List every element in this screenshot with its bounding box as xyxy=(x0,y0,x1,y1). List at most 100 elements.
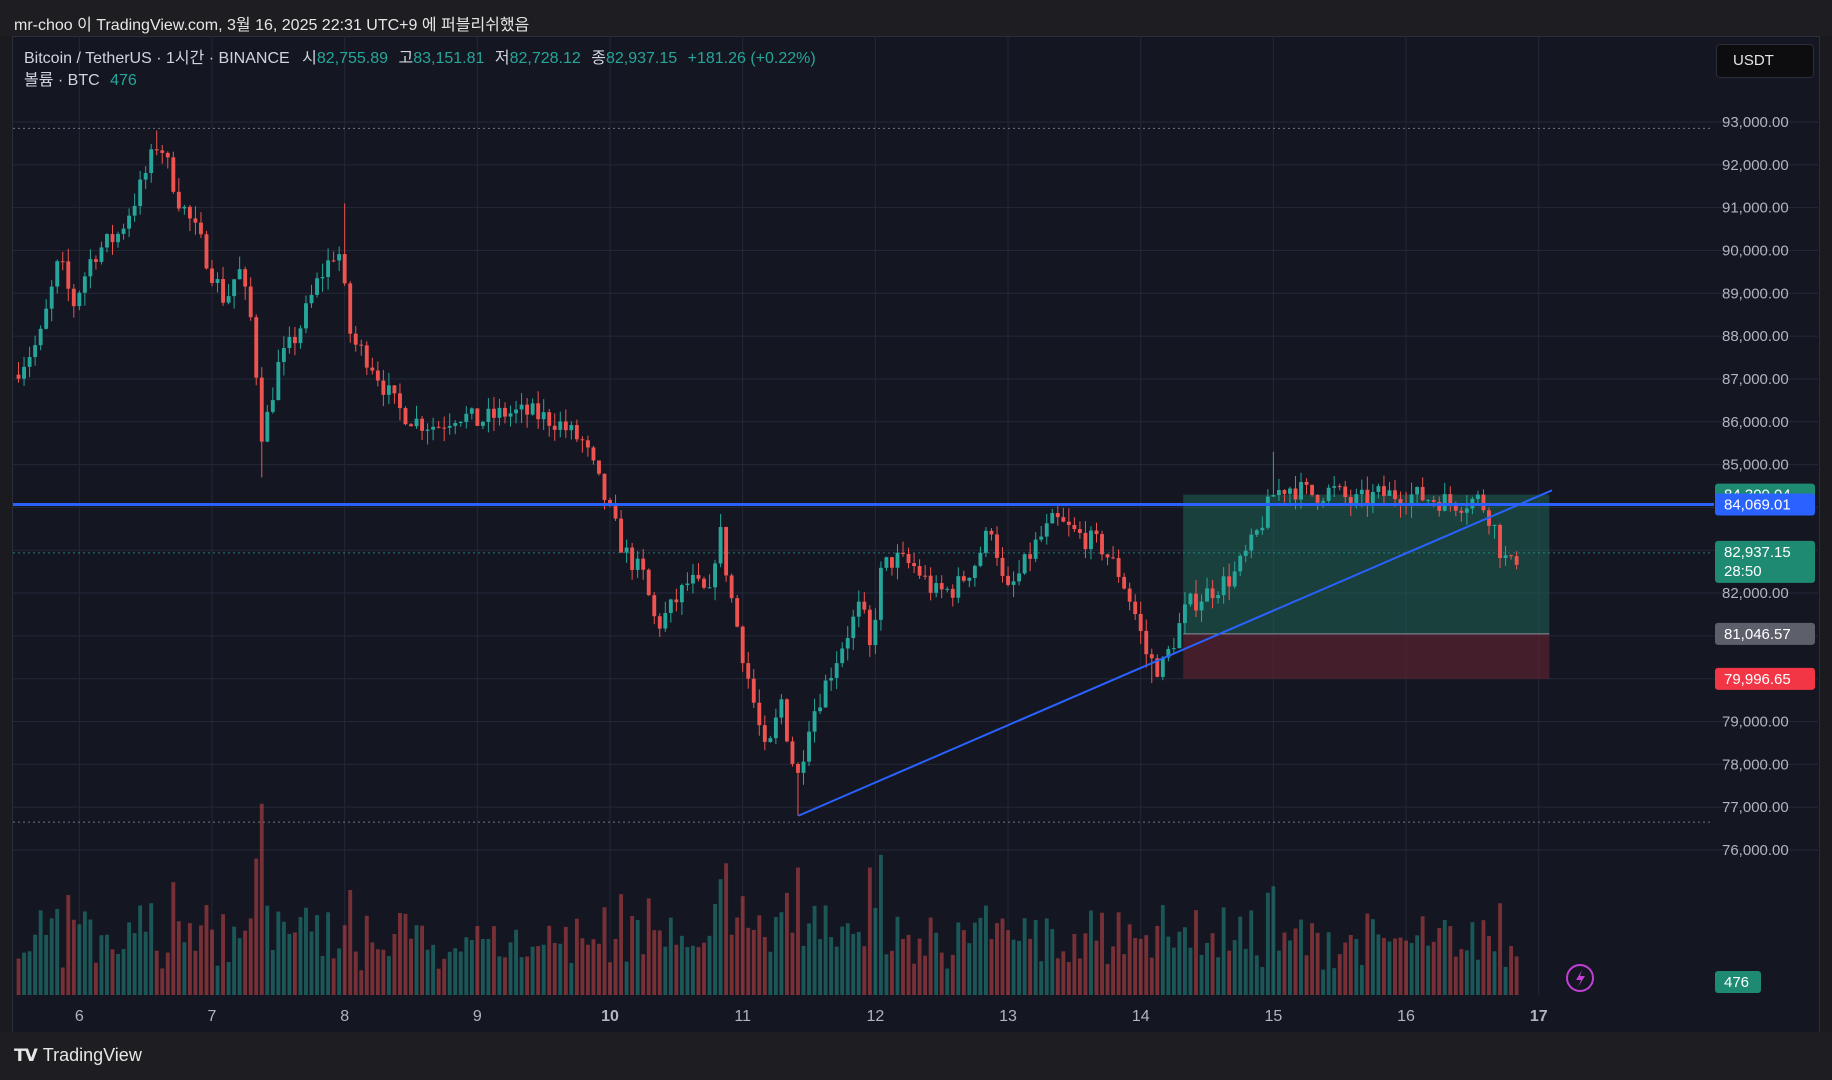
volume-bar xyxy=(630,916,635,995)
symbol-legend: Bitcoin / TetherUS · 1시간 · BINANCE 시82,7… xyxy=(24,48,816,92)
candle-body xyxy=(895,552,900,568)
candle-body xyxy=(475,408,480,426)
symbol-label[interactable]: Bitcoin / TetherUS · 1시간 · BINANCE xyxy=(24,50,290,67)
volume-bar xyxy=(370,942,375,995)
candle-body xyxy=(707,587,712,589)
candle-body xyxy=(807,731,811,762)
countdown-label: 28:50 xyxy=(1724,563,1762,580)
volume-bar xyxy=(983,905,988,995)
volume-bar xyxy=(613,938,618,995)
volume-bar xyxy=(1393,938,1397,995)
volume-bar xyxy=(812,905,817,995)
volume-bar xyxy=(1133,937,1138,995)
high-label: 고 xyxy=(398,50,414,67)
candle-body xyxy=(215,279,220,283)
volume-bar xyxy=(1122,954,1127,995)
candle-body xyxy=(552,425,557,430)
candle-body xyxy=(751,678,756,703)
candle-body xyxy=(591,447,596,461)
candle-body xyxy=(1066,521,1071,525)
volume-bar xyxy=(674,944,679,995)
volume-bar xyxy=(1321,969,1326,995)
volume-bar xyxy=(1072,933,1077,995)
candle-body xyxy=(1420,487,1425,501)
candle-body xyxy=(1276,490,1281,496)
volume-bar xyxy=(878,854,883,995)
volume-bar xyxy=(55,908,60,995)
candle-body xyxy=(890,557,894,568)
volume-bar xyxy=(414,925,419,995)
y-axis-tick-label: 87,000.00 xyxy=(1722,371,1789,388)
high-value: 83,151.81 xyxy=(413,50,485,67)
volume-bar xyxy=(237,938,242,995)
volume-bar xyxy=(1039,961,1044,995)
candle-body xyxy=(713,563,717,588)
volume-bar xyxy=(121,949,126,995)
volume-bar xyxy=(867,867,872,995)
candle-body xyxy=(696,574,701,579)
volume-bar xyxy=(1492,951,1497,995)
volume-bar xyxy=(1221,907,1226,995)
candle-body xyxy=(1393,490,1397,500)
volume-bar xyxy=(375,949,380,995)
volume-bar xyxy=(1265,892,1270,995)
volume-bar xyxy=(204,904,209,995)
x-axis-tick-label: 16 xyxy=(1397,1008,1415,1025)
volume-bar xyxy=(1370,919,1375,995)
candle-body xyxy=(254,317,259,378)
volume-bar xyxy=(1210,933,1215,995)
volume-bar xyxy=(182,942,187,995)
candle-body xyxy=(60,261,65,263)
candle-body xyxy=(1011,581,1016,585)
volume-bar xyxy=(818,939,823,995)
volume-bar xyxy=(514,929,518,995)
candle-body xyxy=(1100,534,1104,555)
candle-body xyxy=(834,663,839,678)
volume-bar xyxy=(801,945,806,995)
candle-body xyxy=(486,408,491,422)
candle-body xyxy=(1437,501,1442,511)
volume-bar xyxy=(105,934,109,995)
volume-bar xyxy=(337,948,342,995)
volume-bar xyxy=(66,895,71,995)
candle-body xyxy=(1503,555,1508,559)
volume-bar xyxy=(1514,956,1519,995)
volume-label[interactable]: 볼륨 · BTC xyxy=(24,72,100,89)
volume-bar xyxy=(1415,935,1420,995)
candle-body xyxy=(536,403,541,420)
volume-bar xyxy=(1376,934,1381,995)
y-axis-tick-label: 93,000.00 xyxy=(1722,114,1789,131)
candle-body xyxy=(1464,508,1469,513)
candle-body xyxy=(453,423,458,426)
tradingview-brand[interactable]: 𝗧𝗩 TradingView xyxy=(14,1045,142,1066)
candle-body xyxy=(270,400,275,412)
candle-body xyxy=(210,268,214,283)
volume-bar xyxy=(718,879,723,995)
lightning-icon xyxy=(1566,964,1594,992)
volume-bar xyxy=(1199,954,1204,995)
volume-bar xyxy=(221,914,225,995)
volume-bar xyxy=(259,803,264,995)
price-tag-label: 81,046.57 xyxy=(1724,626,1791,643)
candle-body xyxy=(691,574,695,584)
candle-body xyxy=(364,345,369,368)
candle-body xyxy=(768,738,773,742)
footer-bar xyxy=(0,1032,1832,1080)
candle-body xyxy=(1205,588,1209,602)
volume-bar xyxy=(292,932,297,995)
candle-body xyxy=(1133,601,1138,615)
volume-bar xyxy=(193,950,198,995)
candle-body xyxy=(641,558,646,570)
volume-bar xyxy=(934,932,939,995)
candle-body xyxy=(1017,573,1022,582)
candle-body xyxy=(1265,496,1270,528)
candle-body xyxy=(199,222,203,235)
candle-body xyxy=(1138,614,1143,632)
volume-bar xyxy=(1343,942,1348,995)
volume-bar xyxy=(1094,940,1099,995)
volume-bar xyxy=(469,940,474,995)
candle-body xyxy=(1321,500,1326,503)
currency-button[interactable]: USDT xyxy=(1716,44,1814,78)
candle-body xyxy=(1188,593,1193,605)
